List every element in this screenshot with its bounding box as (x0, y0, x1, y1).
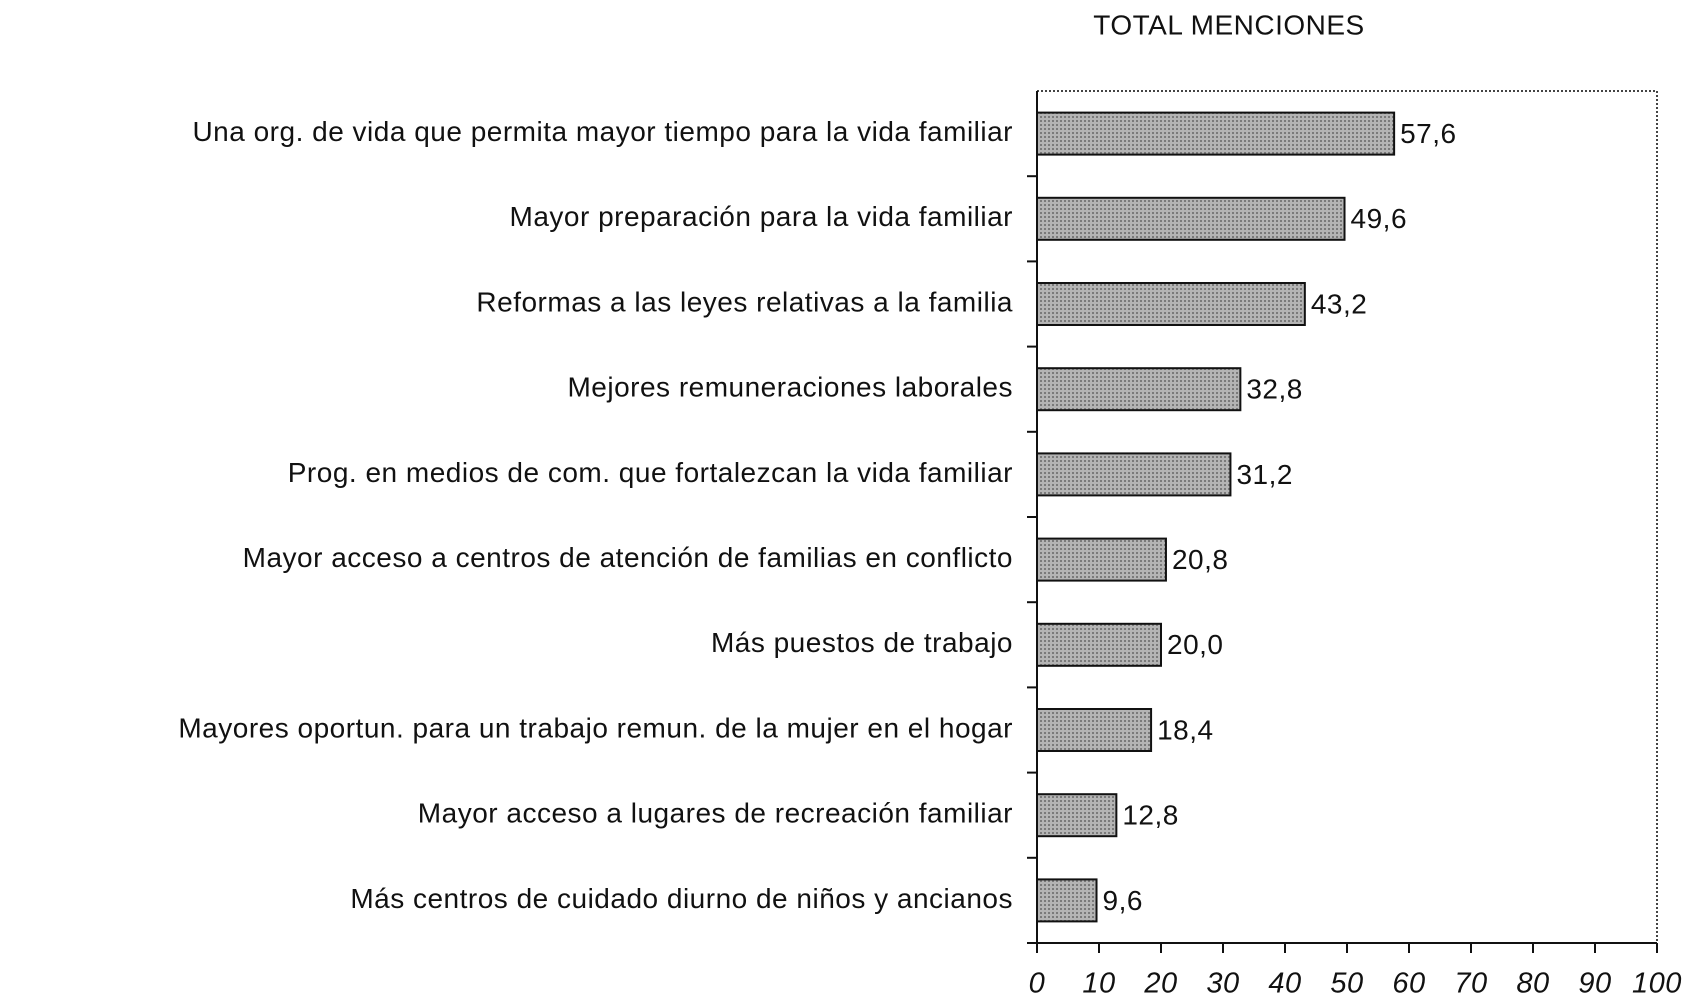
value-label: 20,8 (1172, 544, 1229, 575)
x-tick-label: 50 (1330, 968, 1363, 1000)
value-label: 18,4 (1157, 714, 1214, 745)
category-label: Reformas a las leyes relativas a la fami… (476, 286, 1013, 317)
bar (1036, 452, 1232, 497)
bar (1036, 282, 1306, 326)
x-tick-label: 100 (1632, 968, 1682, 1000)
x-tick-label: 0 (1029, 968, 1046, 1000)
x-tick-label: 20 (1143, 968, 1177, 1000)
value-label: 32,8 (1246, 374, 1303, 405)
chart-title: TOTAL MENCIONES (1093, 9, 1364, 40)
category-label: Más centros de cuidado diurno de niños y… (350, 883, 1013, 914)
x-tick-label: 70 (1454, 968, 1487, 1000)
category-label: Mayores oportun. para un trabajo remun. … (178, 712, 1013, 743)
value-label: 49,6 (1351, 203, 1408, 234)
value-label: 9,6 (1103, 885, 1143, 916)
category-label: Más puestos de trabajo (711, 627, 1013, 658)
bar (1036, 793, 1118, 838)
value-label: 12,8 (1122, 800, 1179, 831)
bar (1036, 878, 1098, 923)
value-label: 43,2 (1311, 288, 1368, 319)
bar (1036, 196, 1346, 241)
bar (1036, 708, 1153, 752)
category-label: Prog. en medios de com. que fortalezcan … (288, 457, 1013, 488)
category-label: Mejores remuneraciones laborales (567, 372, 1013, 403)
bar (1036, 111, 1396, 156)
x-tick-label: 10 (1082, 968, 1115, 1000)
category-label: Mayor acceso a lugares de recreación fam… (418, 798, 1013, 829)
category-label: Mayor acceso a centros de atención de fa… (243, 542, 1013, 573)
x-tick-label: 80 (1516, 968, 1549, 1000)
bar (1036, 622, 1162, 667)
category-label: Mayor preparación para la vida familiar (510, 201, 1014, 232)
value-label: 57,6 (1400, 118, 1457, 149)
category-label: Una org. de vida que permita mayor tiemp… (192, 116, 1013, 147)
x-tick-label: 60 (1392, 968, 1425, 1000)
bar (1036, 367, 1242, 412)
bar (1036, 537, 1167, 582)
x-tick-label: 90 (1578, 968, 1611, 1000)
x-tick-label: 30 (1206, 968, 1239, 1000)
x-tick-label: 40 (1268, 968, 1301, 1000)
value-label: 20,0 (1167, 629, 1224, 660)
value-label: 31,2 (1236, 459, 1293, 490)
